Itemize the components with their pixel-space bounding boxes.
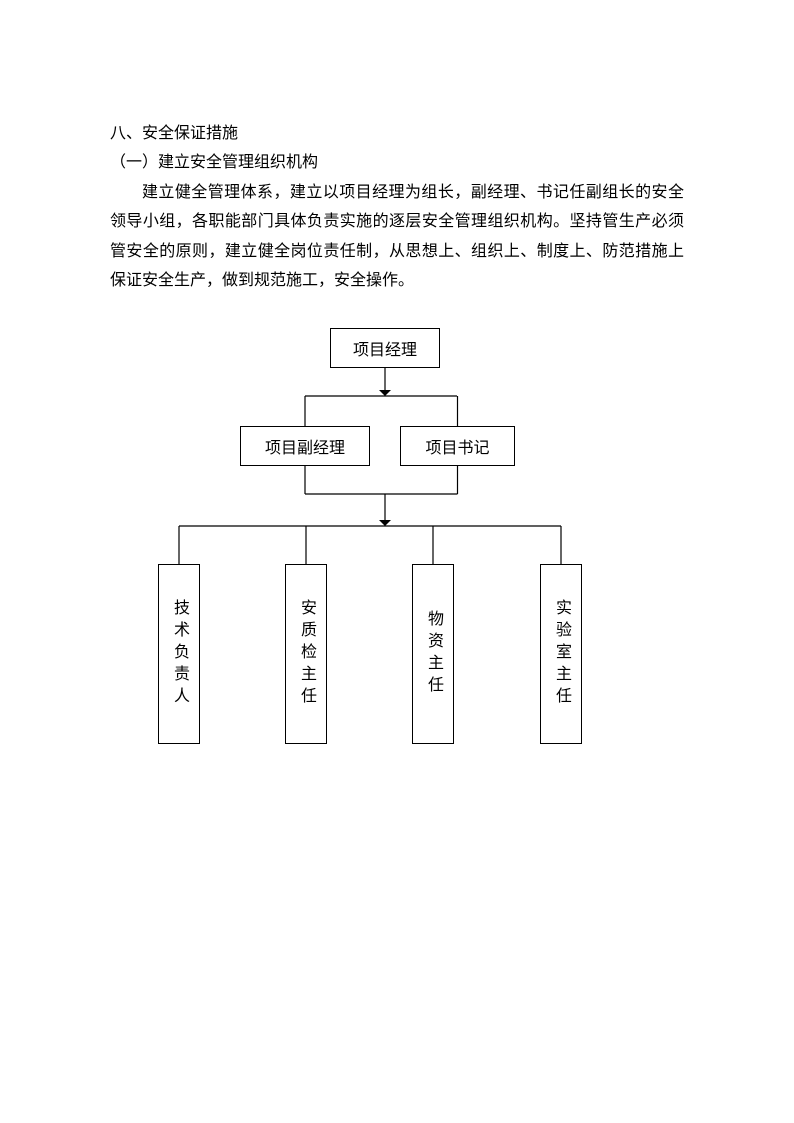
org-node-n3: 项目书记	[400, 426, 515, 466]
body-paragraph: 建立健全管理体系，建立以项目经理为组长，副经理、书记任副组长的安全领导小组，各职…	[110, 178, 684, 296]
org-node-n7: 实验室主任	[540, 564, 582, 744]
subsection-heading: （一）建立安全管理组织机构	[110, 149, 684, 178]
org-node-n2: 项目副经理	[240, 426, 370, 466]
org-node-n6: 物资主任	[412, 564, 454, 744]
org-node-n5: 安质检主任	[285, 564, 327, 744]
org-chart: 项目经理项目副经理项目书记技术负责人 安质检主任 物资主任 实验室主任	[110, 316, 684, 816]
org-node-n1: 项目经理	[330, 328, 440, 368]
org-node-n4: 技术负责人	[158, 564, 200, 744]
section-heading: 八、安全保证措施	[110, 120, 684, 149]
